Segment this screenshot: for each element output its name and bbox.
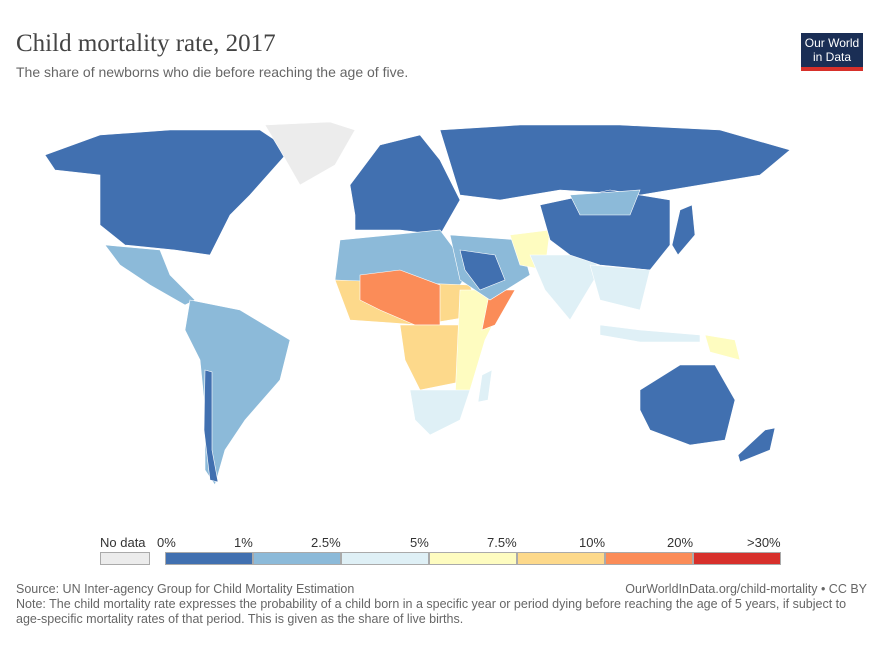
chart-subtitle: The share of newborns who die before rea… [16, 64, 409, 80]
legend-bin[interactable] [517, 552, 605, 565]
legend-tick-label: 5% [410, 535, 429, 550]
region-saudi-arabia[interactable] [459, 249, 506, 291]
world-map [44, 121, 791, 486]
region-greenland[interactable] [264, 121, 356, 186]
legend-bin[interactable] [693, 552, 781, 565]
legend-bin[interactable] [165, 552, 253, 565]
region-central-america[interactable] [104, 244, 196, 306]
region-central-africa[interactable] [399, 324, 471, 391]
legend-tick-label: 2.5% [311, 535, 341, 550]
legend-tick-label: 7.5% [487, 535, 517, 550]
region-chile[interactable] [203, 369, 219, 483]
region-russia[interactable] [439, 124, 791, 201]
footer-credit[interactable]: OurWorldInData.org/child-mortality • CC … [625, 582, 867, 596]
legend-no-data-label: No data [100, 535, 146, 550]
owid-logo[interactable]: Our World in Data [801, 33, 863, 71]
region-japan[interactable] [671, 204, 696, 256]
legend-tick-label: 0% [157, 535, 176, 550]
region-south-america[interactable] [184, 299, 291, 486]
region-png[interactable] [704, 334, 741, 361]
legend-tick-label: 1% [234, 535, 253, 550]
region-southern-africa[interactable] [409, 389, 471, 436]
legend-bin[interactable] [605, 552, 693, 565]
region-new-zealand[interactable] [737, 427, 776, 463]
region-north-america[interactable] [44, 129, 291, 256]
region-india[interactable] [529, 254, 601, 321]
legend-bin[interactable] [341, 552, 429, 565]
footer-source: Source: UN Inter-agency Group for Child … [16, 582, 355, 596]
region-australia[interactable] [639, 364, 736, 446]
legend-tick-label: 20% [667, 535, 694, 550]
legend-tick-label: 10% [579, 535, 606, 550]
legend-bin[interactable] [429, 552, 517, 565]
region-southeast-asia[interactable] [589, 264, 651, 311]
legend-no-data-swatch[interactable] [100, 552, 150, 565]
footer-note: Note: The child mortality rate expresses… [16, 597, 847, 626]
legend-tick-label: >30% [747, 535, 781, 550]
chart-title: Child mortality rate, 2017 [16, 30, 276, 57]
region-madagascar[interactable] [477, 369, 493, 403]
region-indonesia[interactable] [599, 324, 701, 343]
region-europe[interactable] [349, 134, 461, 236]
region-mongolia[interactable] [569, 189, 641, 216]
legend-bin[interactable] [253, 552, 341, 565]
